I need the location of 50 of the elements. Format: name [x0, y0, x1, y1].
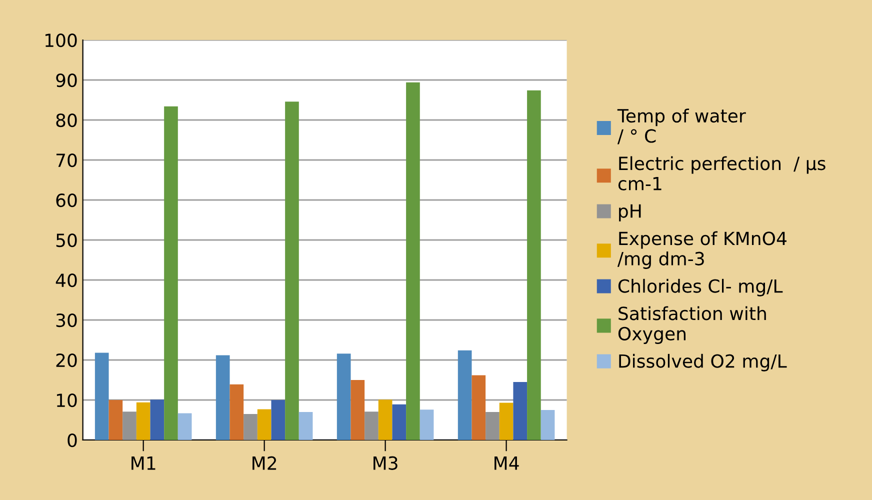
x-tick-label: M2 [252, 456, 276, 470]
legend-label: Chlorides Cl- mg/L [618, 278, 783, 296]
x-tick-label: M3 [374, 456, 398, 470]
bar [486, 412, 500, 440]
legend-label: Temp of water / ° C [617, 108, 746, 144]
bar [178, 413, 192, 440]
bar [285, 102, 299, 440]
bar [406, 82, 420, 440]
bar [230, 384, 244, 440]
bar [136, 402, 150, 440]
bar [513, 382, 528, 440]
y-tick-label: 0 [68, 433, 77, 448]
bar [378, 400, 392, 440]
legend-label: Dissolved O2 mg/L [619, 354, 787, 372]
x-tick-label: M1 [132, 456, 156, 470]
bar [540, 410, 555, 440]
y-tick-label: 30 [56, 313, 77, 328]
bar [472, 375, 486, 440]
bar [458, 350, 472, 440]
bar [336, 354, 351, 440]
y-tick-label: 100 [46, 33, 77, 48]
bar [122, 412, 136, 440]
y-tick-label: 70 [56, 153, 77, 168]
y-tick-label: 90 [56, 73, 77, 88]
y-tick-label: 50 [56, 233, 77, 248]
y-tick-label: 20 [56, 353, 77, 368]
legend-label: Satisfaction with Oxygen [618, 306, 766, 344]
bar [94, 352, 109, 440]
y-tick-label: 80 [56, 113, 77, 128]
bar [499, 402, 514, 440]
bar [350, 380, 365, 440]
bar [420, 410, 434, 440]
legend-label: Expense of KMnO4 /mg dm-3 [617, 231, 786, 269]
bar [257, 409, 272, 440]
legend-label: Electric perfection / µs cm-1 [618, 156, 826, 190]
bar [527, 90, 541, 440]
legend-label: pH [619, 204, 641, 222]
y-tick-label: 40 [56, 273, 77, 288]
y-tick-label: 60 [56, 193, 77, 208]
bar [392, 404, 406, 440]
bar [271, 400, 286, 440]
bar [298, 412, 313, 440]
bar [150, 400, 164, 440]
x-tick-label: M4 [494, 456, 519, 470]
bar [364, 412, 378, 440]
bar [164, 106, 178, 440]
y-tick-label: 10 [56, 393, 77, 408]
bar [108, 400, 123, 440]
bar [244, 414, 258, 440]
bar [216, 355, 230, 440]
